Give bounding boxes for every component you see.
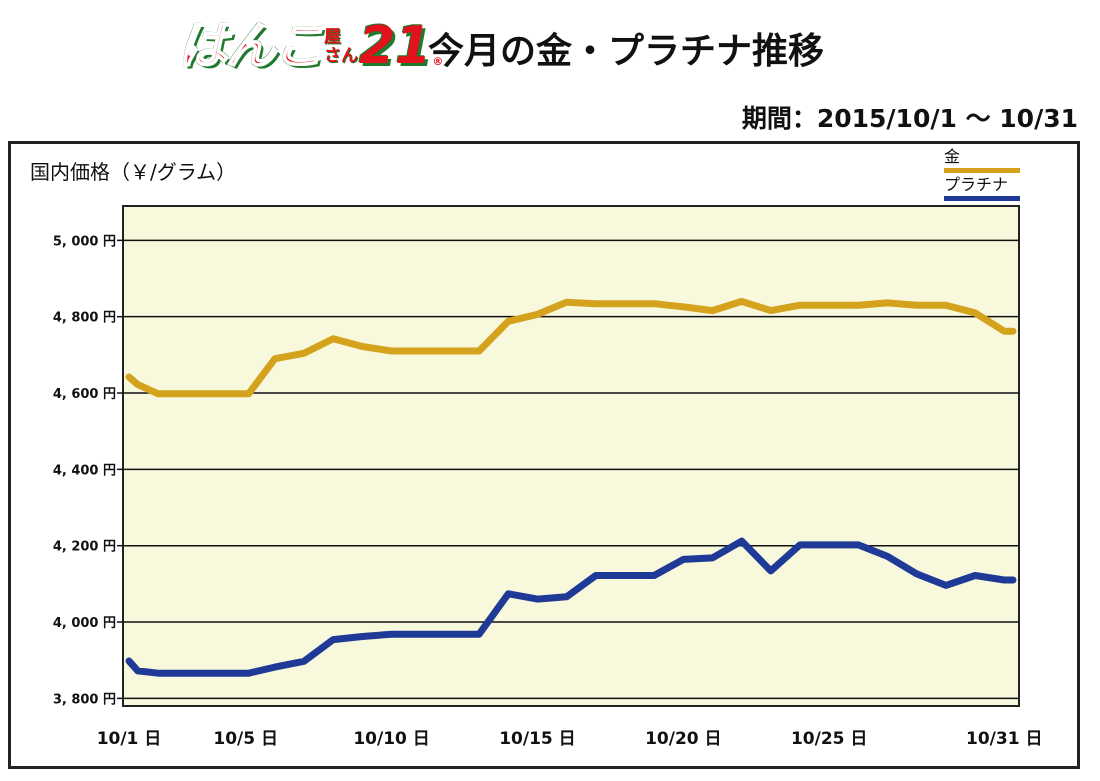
- logo-small-bottom: さん: [324, 46, 358, 66]
- logo-small-top: 屋: [324, 27, 341, 47]
- legend-label-gold: 金: [944, 147, 961, 166]
- y-tick-label: 4, 400 円: [53, 463, 116, 478]
- y-tick-label: 4, 000 円: [53, 616, 116, 631]
- hankoya-logo: はんこ 屋 さん 21 ®: [177, 8, 444, 76]
- series-line-platinum: [125, 537, 1017, 677]
- x-tick-label: 10/15 日: [499, 729, 575, 749]
- legend-item-platinum: プラチナ: [944, 175, 1020, 203]
- logo-registered-mark: ®: [432, 55, 444, 68]
- legend-swatch-platinum: [944, 196, 1020, 201]
- x-tick-label: 10/5 日: [213, 729, 278, 749]
- logo-small-text: 屋 さん: [324, 28, 358, 66]
- chart-legend: 金 プラチナ: [944, 147, 1020, 203]
- logo-number: 21: [359, 16, 432, 76]
- y-tick-label: 5, 000 円: [53, 234, 116, 249]
- x-tick-label: 10/20 日: [645, 729, 721, 749]
- y-axis-unit-label: 国内価格（￥/グラム）: [30, 160, 237, 184]
- period-label: 期間：2015/10/1 〜 10/31: [741, 104, 1078, 133]
- legend-swatch-gold: [944, 168, 1020, 173]
- legend-label-platinum: プラチナ: [944, 175, 1009, 194]
- y-tick-label: 4, 800 円: [53, 311, 116, 326]
- series-line-gold: [125, 297, 1017, 398]
- chart-frame: [8, 141, 1080, 769]
- page-title: 今月の金・プラチナ推移: [428, 31, 825, 72]
- x-tick-label: 10/31 日: [966, 729, 1042, 749]
- logo-main-text: はんこ: [177, 16, 325, 76]
- y-tick-label: 4, 200 円: [53, 540, 116, 555]
- x-tick-label: 10/25 日: [791, 729, 867, 749]
- x-tick-label: 10/10 日: [353, 729, 429, 749]
- x-tick-label: 10/1 日: [97, 729, 162, 749]
- y-tick-label: 3, 800 円: [53, 692, 116, 707]
- y-tick-label: 4, 600 円: [53, 387, 116, 402]
- plot-area: [122, 205, 1020, 707]
- page-header: はんこ 屋 さん 21 ® 今月の金・プラチナ推移: [0, 0, 1100, 90]
- legend-item-gold: 金: [944, 147, 1020, 175]
